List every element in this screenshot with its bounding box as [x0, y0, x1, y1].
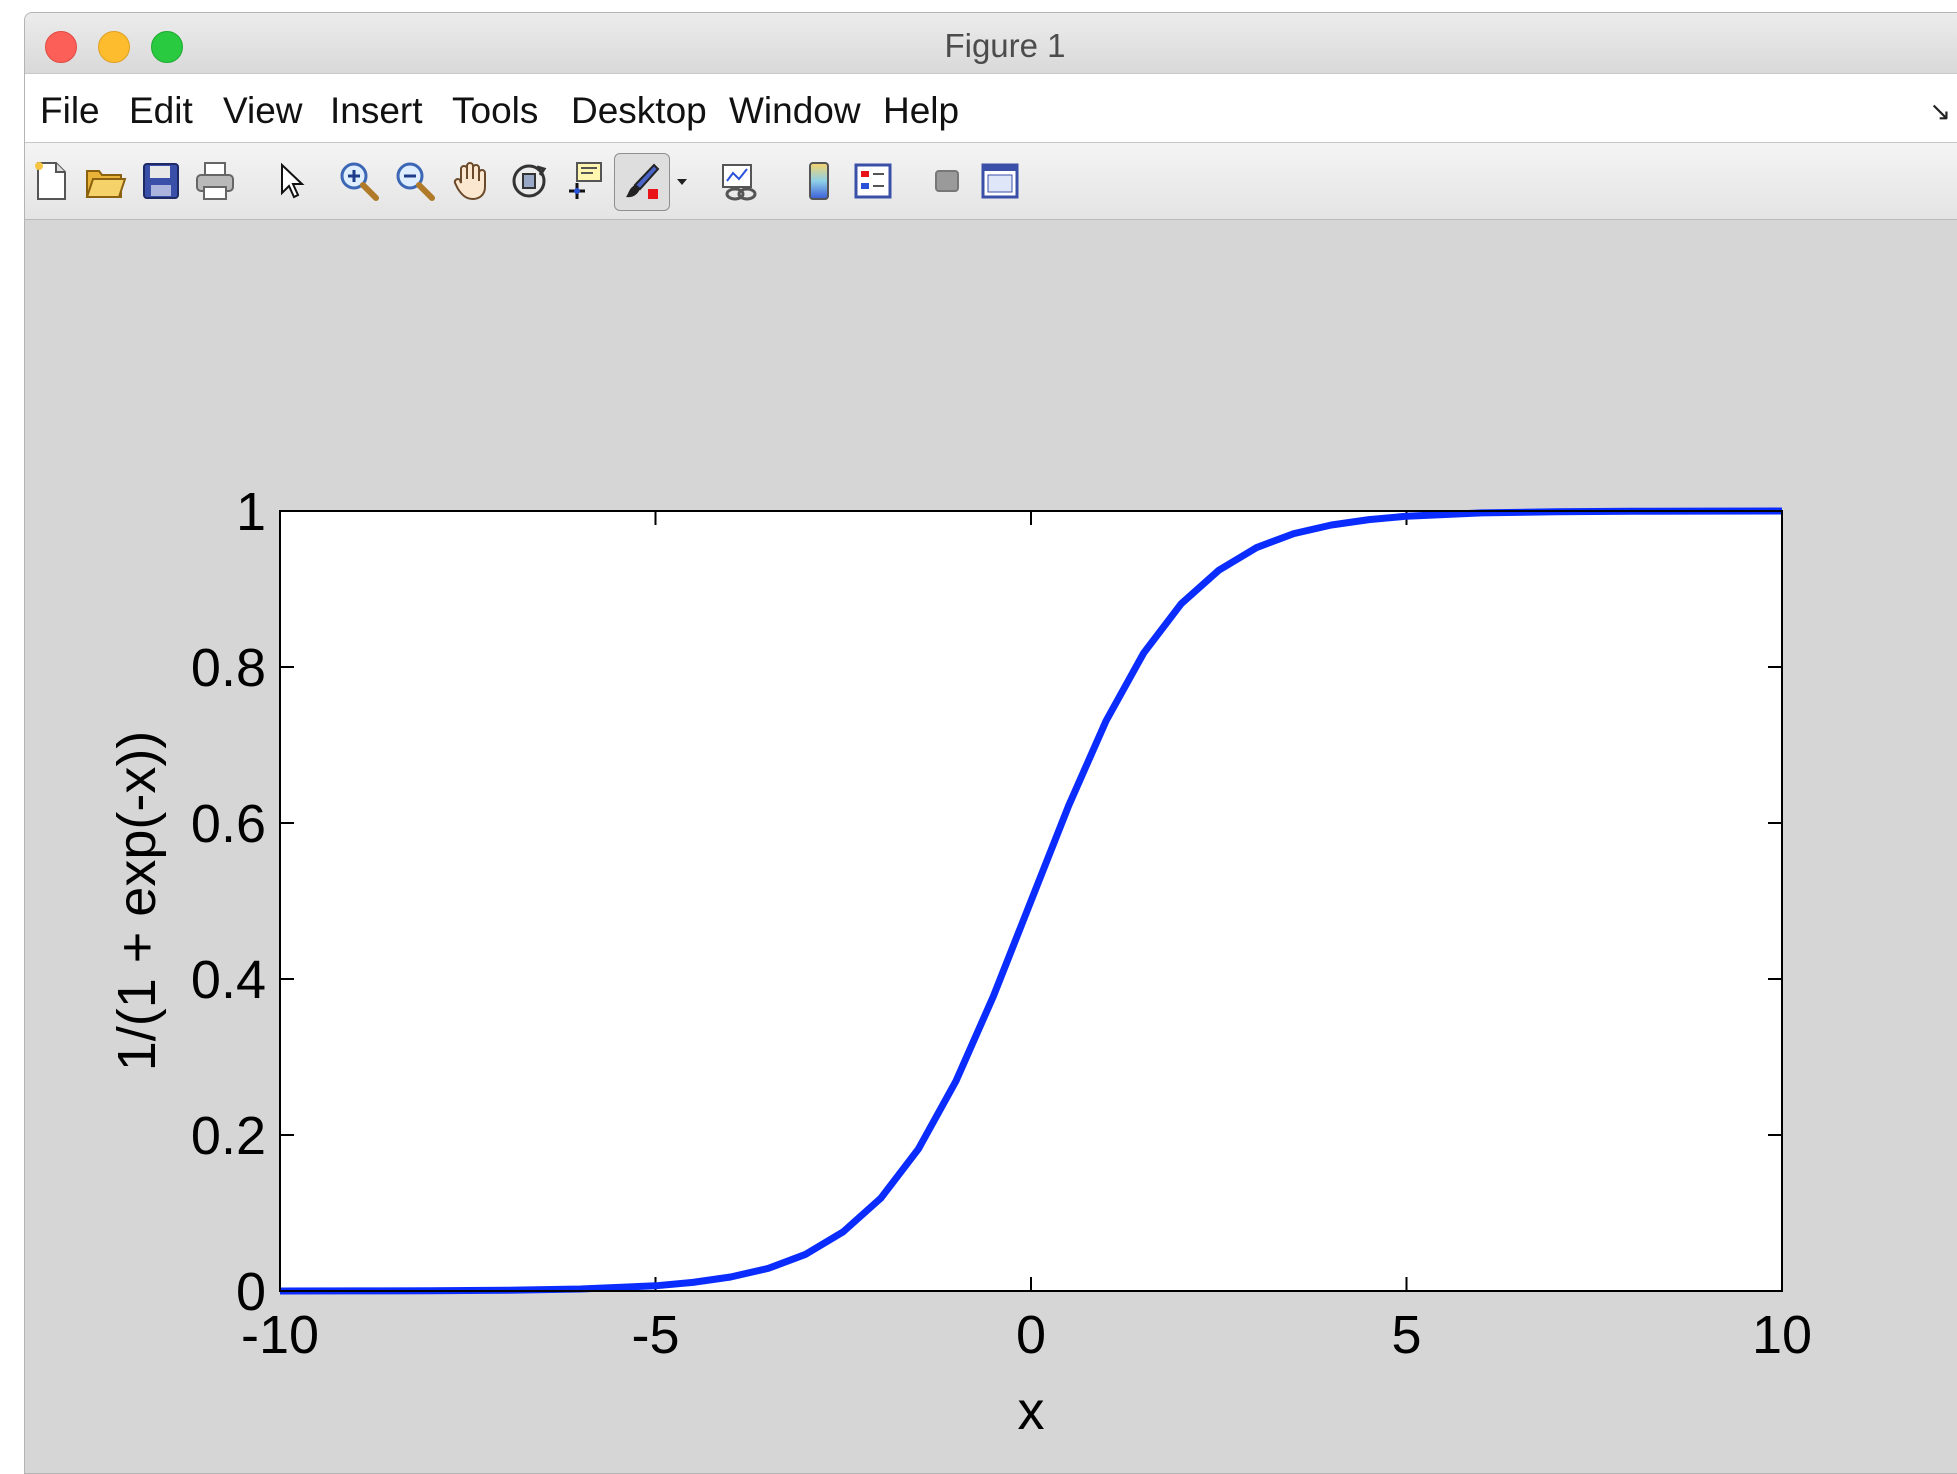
new-figure-icon[interactable] — [29, 159, 73, 203]
axes-box — [279, 510, 1783, 1292]
show-plot-tools-icon[interactable] — [978, 159, 1022, 203]
menu-bar: File Edit View Insert Tools Desktop Wind… — [25, 74, 1957, 143]
figure-toolbar — [25, 143, 1957, 220]
menu-desktop[interactable]: Desktop — [571, 90, 707, 131]
plot-svg: -10 -5 0 5 10 0 0.2 0.4 0.6 0.8 1 x 1/(1 + exp(-x)… — [107, 482, 1812, 1441]
y-tick-label: 0.2 — [191, 1106, 266, 1166]
x-tick-label: 10 — [1752, 1305, 1812, 1365]
y-axis-label: 1/(1 + exp(-x)) — [107, 731, 167, 1072]
title-bar[interactable]: Figure 1 — [25, 13, 1957, 74]
window-title: Figure 1 — [944, 27, 1066, 64]
sigmoid-series-line — [279, 507, 1783, 1295]
save-icon[interactable] — [139, 159, 183, 203]
x-tick-label: -10 — [241, 1305, 319, 1365]
open-file-icon[interactable] — [83, 159, 127, 203]
x-tick-label: -5 — [631, 1305, 679, 1365]
print-icon[interactable] — [193, 159, 237, 203]
tick-labels: -10 -5 0 5 10 0 0.2 0.4 0.6 0.8 1 — [191, 482, 1812, 1365]
y-tick-label: 0.6 — [191, 794, 266, 854]
y-tick-label: 0.8 — [191, 638, 266, 698]
menu-insert[interactable]: Insert — [330, 90, 423, 131]
brush-icon[interactable] — [614, 153, 670, 211]
menu-view[interactable]: View — [223, 90, 303, 131]
menu-tools[interactable]: Tools — [452, 90, 539, 131]
figure-canvas[interactable]: -10 -5 0 5 10 0 0.2 0.4 0.6 0.8 1 x 1/(1 + exp(-x)… — [25, 220, 1957, 1473]
figure-window: Figure 1 File Edit View Insert Tools Des… — [24, 12, 1957, 1474]
menu-window[interactable]: Window — [729, 90, 861, 131]
zoom-out-icon[interactable] — [393, 159, 437, 203]
colorbar-icon[interactable] — [797, 159, 841, 203]
menu-file[interactable]: File — [40, 90, 100, 131]
brush-dropdown-icon[interactable] — [671, 159, 693, 203]
data-cursor-icon[interactable] — [563, 159, 607, 203]
menu-help[interactable]: Help — [883, 90, 960, 131]
pan-hand-icon[interactable] — [449, 159, 493, 203]
hide-plot-tools-icon[interactable] — [925, 159, 969, 203]
y-tick-label: 0 — [236, 1262, 266, 1322]
menu-edit[interactable]: Edit — [129, 90, 193, 131]
y-tick-label: 1 — [236, 482, 266, 542]
x-tick-label: 0 — [1016, 1305, 1046, 1365]
x-axis-label: x — [1018, 1381, 1045, 1441]
rotate-3d-icon[interactable] — [507, 159, 551, 203]
x-tick-label: 5 — [1391, 1305, 1421, 1365]
zoom-in-icon[interactable] — [337, 159, 381, 203]
zoom-window-button[interactable] — [151, 31, 183, 63]
dock-figure-icon[interactable]: ↘ — [1929, 96, 1951, 126]
pointer-arrow-icon[interactable] — [270, 159, 314, 203]
link-plot-icon[interactable] — [717, 159, 761, 203]
legend-icon[interactable] — [851, 159, 895, 203]
y-tick-label: 0.4 — [191, 950, 266, 1010]
close-window-button[interactable] — [45, 31, 77, 63]
minimize-window-button[interactable] — [98, 31, 130, 63]
